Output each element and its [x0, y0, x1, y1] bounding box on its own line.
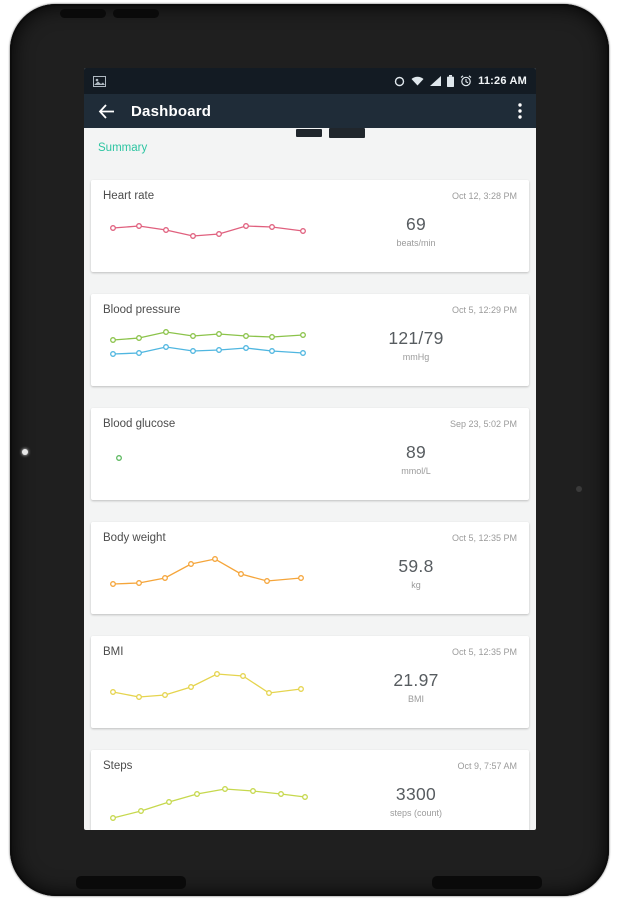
card-title: Blood pressure	[103, 304, 181, 316]
card-unit: kg	[411, 580, 421, 590]
sparkline-chart	[116, 455, 122, 461]
card-date: Oct 5, 12:35 PM	[451, 533, 517, 543]
overflow-menu-icon	[518, 103, 522, 119]
signal-icon	[430, 76, 442, 86]
card-unit: mmHg	[402, 352, 430, 362]
cards: Heart rate Oct 12, 3:28 PM 69 beats/min …	[84, 180, 536, 830]
wifi-icon	[411, 76, 424, 86]
card-title: Heart rate	[103, 190, 155, 202]
card-title: Body weight	[103, 532, 166, 544]
status-time: 11:26 AM	[478, 75, 527, 87]
section-label: Summary	[98, 142, 148, 154]
sparkline-chart	[110, 223, 306, 239]
summary-card[interactable]: Heart rate Oct 12, 3:28 PM 69 beats/min	[91, 180, 529, 272]
front-camera	[22, 449, 28, 455]
summary-card[interactable]: BMI Oct 5, 12:35 PM 21.97 BMI	[91, 636, 529, 728]
summary-card[interactable]: Body weight Oct 5, 12:35 PM 59.8 kg	[91, 522, 529, 614]
card-date: Sep 23, 5:02 PM	[449, 419, 517, 429]
top-speaker-grille	[113, 9, 159, 18]
status-bar: 11:26 AM	[84, 68, 536, 94]
card-date: Oct 12, 3:28 PM	[451, 191, 517, 201]
data-circle-icon	[394, 76, 405, 86]
content: Summary Heart rate Oct 12, 3:28 PM 69 be…	[84, 142, 536, 830]
bottom-speaker-grille	[432, 876, 542, 889]
overflow-menu-button[interactable]	[516, 101, 524, 121]
photo-icon	[93, 75, 106, 87]
card-unit: steps (count)	[389, 808, 443, 818]
card-date: Oct 5, 12:29 PM	[451, 305, 517, 315]
app-bar: Dashboard	[84, 94, 536, 128]
card-value: 89	[405, 442, 427, 462]
card-value: 69	[405, 214, 427, 234]
card-date: Oct 9, 7:57 AM	[457, 761, 517, 771]
top-speaker-grille	[60, 9, 106, 18]
card-title: Blood glucose	[103, 418, 176, 430]
bottom-speaker-grille	[76, 876, 186, 889]
page-title: Dashboard	[131, 102, 212, 120]
card-unit: BMI	[407, 694, 424, 704]
summary-card[interactable]: Blood glucose Sep 23, 5:02 PM 89 mmol/L	[91, 408, 529, 500]
tablet-device: 11:26 AM Dashboard	[10, 4, 609, 896]
side-sensor	[576, 486, 582, 492]
card-value: 3300	[395, 784, 437, 804]
alarm-icon	[460, 75, 472, 87]
back-button[interactable]	[96, 102, 117, 121]
card-unit: mmol/L	[401, 466, 431, 476]
card-value: 59.8	[398, 556, 434, 576]
card-title: BMI	[103, 646, 124, 658]
summary-card[interactable]: Steps Oct 9, 7:57 AM 3300 steps (count)	[91, 750, 529, 830]
back-arrow-icon	[98, 103, 114, 119]
screen: 11:26 AM Dashboard	[84, 68, 536, 830]
card-unit: beats/min	[396, 238, 436, 248]
summary-card[interactable]: Blood pressure Oct 5, 12:29 PM 121/79 mm…	[91, 294, 529, 386]
card-date: Oct 5, 12:35 PM	[451, 647, 517, 657]
sparkline-chart	[110, 329, 306, 357]
card-value: 121/79	[388, 328, 444, 348]
card-title: Steps	[103, 760, 133, 772]
sparkline-chart	[110, 671, 304, 700]
sparkline-chart	[110, 786, 308, 821]
card-value: 21.97	[393, 670, 439, 690]
screen-artifact	[296, 128, 365, 138]
battery-icon	[447, 75, 455, 87]
sparkline-chart	[110, 556, 304, 587]
